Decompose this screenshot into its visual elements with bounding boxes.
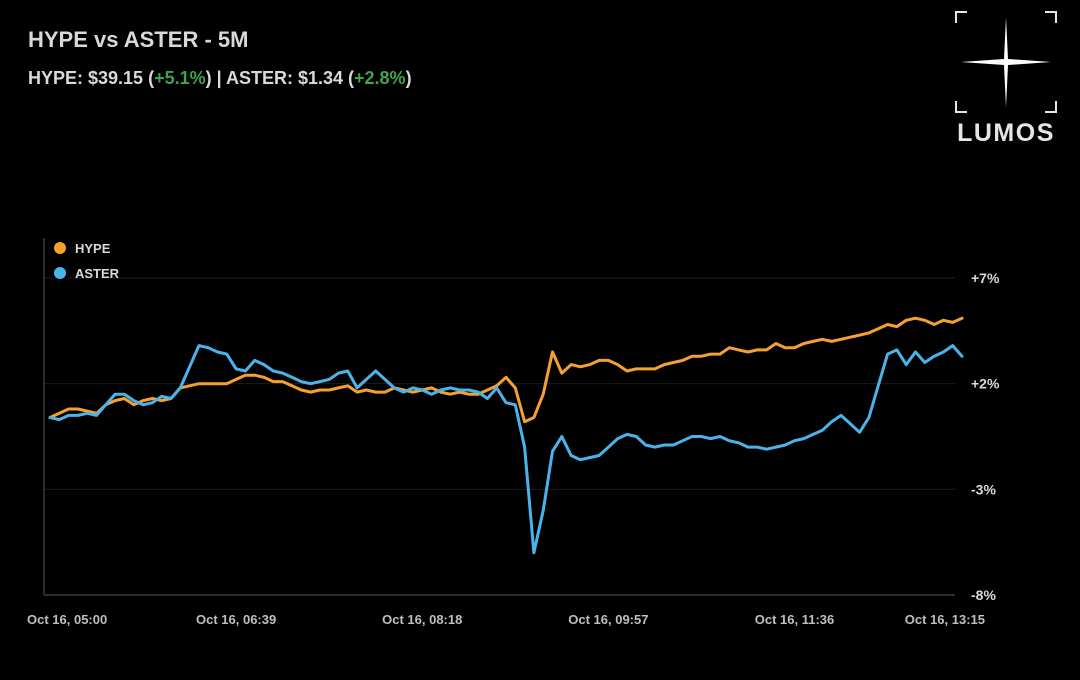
- aster-price: ) | ASTER: $1.34 (: [205, 68, 355, 88]
- y-tick-label: +7%: [971, 270, 1000, 286]
- x-tick-label: Oct 16, 06:39: [196, 612, 276, 627]
- x-tick-label: Oct 16, 05:00: [27, 612, 107, 627]
- legend-label-aster: ASTER: [75, 266, 120, 281]
- hype-price: HYPE: $39.15 (: [28, 68, 155, 88]
- x-tick-label: Oct 16, 09:57: [568, 612, 648, 627]
- legend-marker-hype: [54, 242, 66, 254]
- series-line-aster: [48, 344, 964, 555]
- hype-change: +5.1%: [154, 68, 206, 88]
- aster-change: +2.8%: [354, 68, 406, 88]
- chart-title: HYPE vs ASTER - 5M: [28, 27, 249, 52]
- series-line-hype: [48, 316, 964, 424]
- x-tick-label: Oct 16, 11:36: [755, 612, 835, 627]
- legend-marker-aster: [54, 267, 66, 279]
- close-paren: ): [405, 68, 412, 88]
- price-summary: HYPE: $39.15 (+5.1%) | ASTER: $1.34 (+2.…: [28, 68, 412, 89]
- lumos-logo: LUMOS: [955, 11, 1057, 151]
- sparkle-star-icon: [955, 11, 1057, 113]
- y-tick-label: -8%: [971, 587, 996, 603]
- logo-text: LUMOS: [957, 119, 1055, 147]
- legend-label-hype: HYPE: [75, 241, 111, 256]
- y-tick-label: +2%: [971, 376, 1000, 392]
- x-tick-label: Oct 16, 13:15: [905, 612, 985, 627]
- y-tick-label: -3%: [971, 481, 996, 497]
- x-tick-label: Oct 16, 08:18: [382, 612, 462, 627]
